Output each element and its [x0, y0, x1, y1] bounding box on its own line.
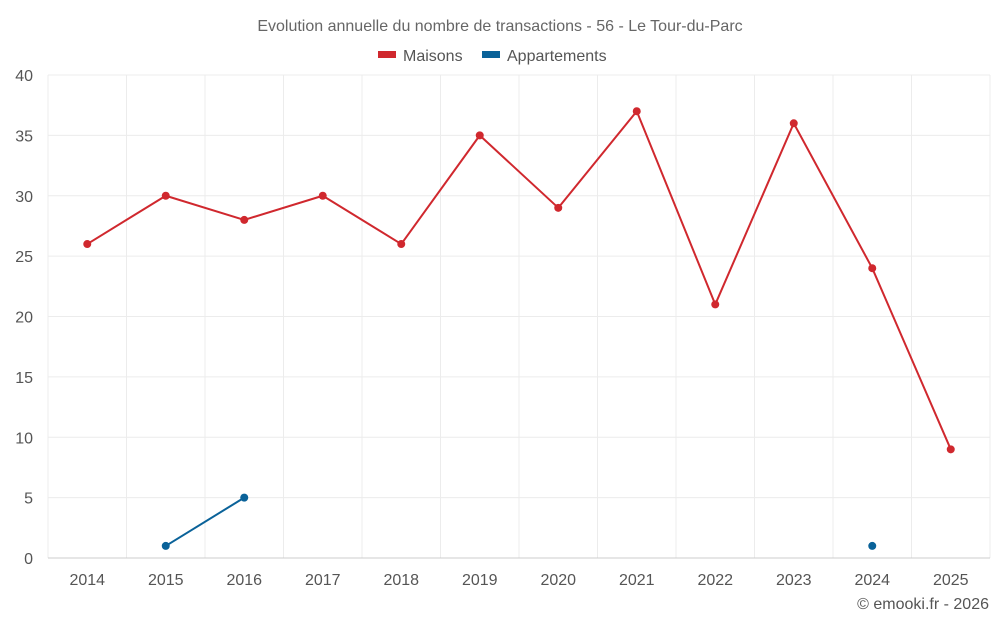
legend-label-maisons: Maisons — [403, 48, 463, 65]
x-tick-label: 2022 — [697, 572, 733, 589]
x-tick-label: 2017 — [305, 572, 341, 589]
x-axis-ticks: 2014 2015 2016 2017 2018 2019 2020 2021 2022 2023… — [69, 572, 968, 589]
x-tick-label: 2015 — [148, 572, 184, 589]
series-maisons — [83, 107, 955, 454]
data-point-appartements[interactable] — [240, 493, 249, 502]
series-appartements — [161, 493, 877, 550]
x-tick-label: 2016 — [226, 572, 262, 589]
data-point-maisons[interactable] — [554, 203, 563, 212]
series — [83, 107, 955, 550]
x-tick-label: 2021 — [619, 572, 655, 589]
x-tick-label: 2023 — [776, 572, 812, 589]
y-tick-label: 20 — [15, 310, 33, 327]
y-tick-label: 10 — [15, 430, 33, 447]
x-tick-label: 2019 — [462, 572, 498, 589]
legend-item-maisons[interactable]: Maisons — [378, 48, 463, 65]
x-tick-label: 2014 — [69, 572, 105, 589]
y-tick-label: 35 — [15, 128, 33, 145]
data-point-maisons[interactable] — [789, 119, 798, 128]
data-point-maisons[interactable] — [632, 107, 641, 116]
series-line-maisons — [86, 110, 952, 450]
x-tick-label: 2020 — [540, 572, 576, 589]
data-point-maisons[interactable] — [240, 215, 249, 224]
y-tick-label: 40 — [15, 68, 33, 85]
legend: Maisons Appartements — [378, 48, 607, 65]
data-point-maisons[interactable] — [946, 445, 955, 454]
y-tick-label: 15 — [15, 370, 33, 387]
credit-text: © emooki.fr - 2026 — [857, 596, 989, 613]
grid — [47, 74, 991, 558]
data-point-maisons[interactable] — [161, 191, 170, 200]
chart-title: Evolution annuelle du nombre de transact… — [257, 18, 742, 35]
y-tick-label: 25 — [15, 249, 33, 266]
y-tick-label: 0 — [24, 551, 33, 568]
series-line-appartements — [165, 496, 245, 547]
legend-swatch-maisons — [378, 51, 396, 58]
data-point-appartements[interactable] — [161, 541, 170, 550]
data-point-maisons[interactable] — [318, 191, 327, 200]
data-point-maisons[interactable] — [711, 300, 720, 309]
legend-item-appartements[interactable]: Appartements — [482, 48, 607, 65]
data-point-maisons[interactable] — [475, 131, 484, 140]
y-tick-label: 5 — [24, 491, 33, 508]
legend-swatch-appartements — [482, 51, 500, 58]
data-point-appartements[interactable] — [868, 541, 877, 550]
data-point-maisons[interactable] — [83, 240, 92, 249]
data-point-maisons[interactable] — [397, 240, 406, 249]
x-tick-label: 2018 — [383, 572, 419, 589]
y-tick-label: 30 — [15, 189, 33, 206]
x-tick-label: 2025 — [933, 572, 969, 589]
y-axis-ticks: 0 5 10 15 20 25 30 35 40 — [15, 68, 33, 568]
data-point-maisons[interactable] — [868, 264, 877, 273]
x-tick-label: 2024 — [854, 572, 890, 589]
legend-label-appartements: Appartements — [507, 48, 607, 65]
